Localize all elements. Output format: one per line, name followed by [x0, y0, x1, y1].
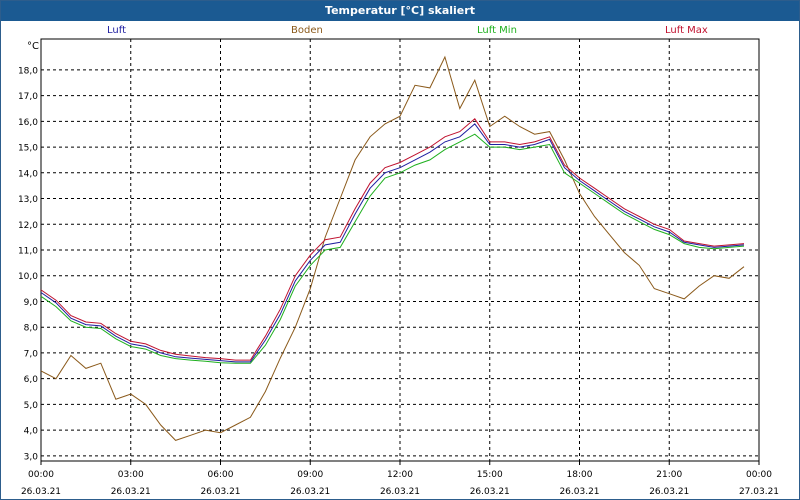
x-tick-label-date: 26.03.21 — [21, 487, 61, 497]
legend-item-luft: Luft — [107, 25, 126, 36]
y-axis-label: °C — [27, 41, 39, 52]
y-tick-label: 9,0 — [24, 298, 39, 308]
x-tick-label-time: 06:00 — [208, 470, 234, 480]
y-tick-label: 6,0 — [24, 375, 39, 385]
series-line-luft-min — [40, 133, 745, 364]
y-tick-label: 17,0 — [18, 92, 38, 102]
x-tick-label-time: 15:00 — [477, 470, 503, 480]
x-tick-label-date: 26.03.21 — [111, 487, 151, 497]
x-tick-label-time: 12:00 — [387, 470, 413, 480]
y-tick-label: 12,0 — [18, 221, 38, 231]
y-tick-label: 18,0 — [18, 66, 38, 76]
window-title: Temperatur [°C] skaliert — [1, 1, 799, 21]
x-tick-label-date: 26.03.21 — [380, 487, 420, 497]
legend-item-boden: Boden — [291, 25, 323, 36]
y-tick-label: 10,0 — [18, 272, 38, 282]
x-tick-label-date: 26.03.21 — [649, 487, 689, 497]
y-tick-label: 4,0 — [24, 427, 39, 437]
y-tick-label: 16,0 — [18, 118, 38, 128]
x-tick-label-date: 26.03.21 — [200, 487, 240, 497]
x-tick-label-time: 03:00 — [118, 470, 144, 480]
x-tick-label-date: 27.03.21 — [739, 487, 779, 497]
x-tick-label-date: 26.03.21 — [290, 487, 330, 497]
legend-item-luft-max: Luft Max — [665, 25, 708, 36]
series-line-boden — [40, 55, 745, 441]
x-tick-label-time: 21:00 — [656, 470, 682, 480]
series-line-luft — [40, 123, 745, 363]
x-tick-label-date: 26.03.21 — [470, 487, 510, 497]
series-line-luft-max — [40, 118, 745, 361]
x-tick-label-date: 26.03.21 — [559, 487, 599, 497]
y-tick-label: 7,0 — [24, 349, 39, 359]
x-tick-label-time: 00:00 — [28, 470, 54, 480]
y-tick-label: 14,0 — [18, 169, 38, 179]
x-tick-label-time: 00:00 — [746, 470, 772, 480]
y-tick-label: 15,0 — [18, 144, 38, 154]
y-tick-label: 5,0 — [24, 401, 39, 411]
y-tick-label: 13,0 — [18, 195, 38, 205]
temperature-chart: 3,0 4,0 5,0 6,0 7,0 8,0 9,0 10,0 11,0 12,0 13,0 14,… — [18, 38, 779, 497]
legend-item-luft-min: Luft Min — [477, 25, 517, 36]
y-tick-label: 3,0 — [24, 452, 39, 462]
y-tick-label: 8,0 — [24, 324, 39, 334]
y-tick-label: 11,0 — [18, 247, 38, 257]
x-tick-label-time: 09:00 — [297, 470, 323, 480]
x-tick-label-time: 18:00 — [567, 470, 593, 480]
